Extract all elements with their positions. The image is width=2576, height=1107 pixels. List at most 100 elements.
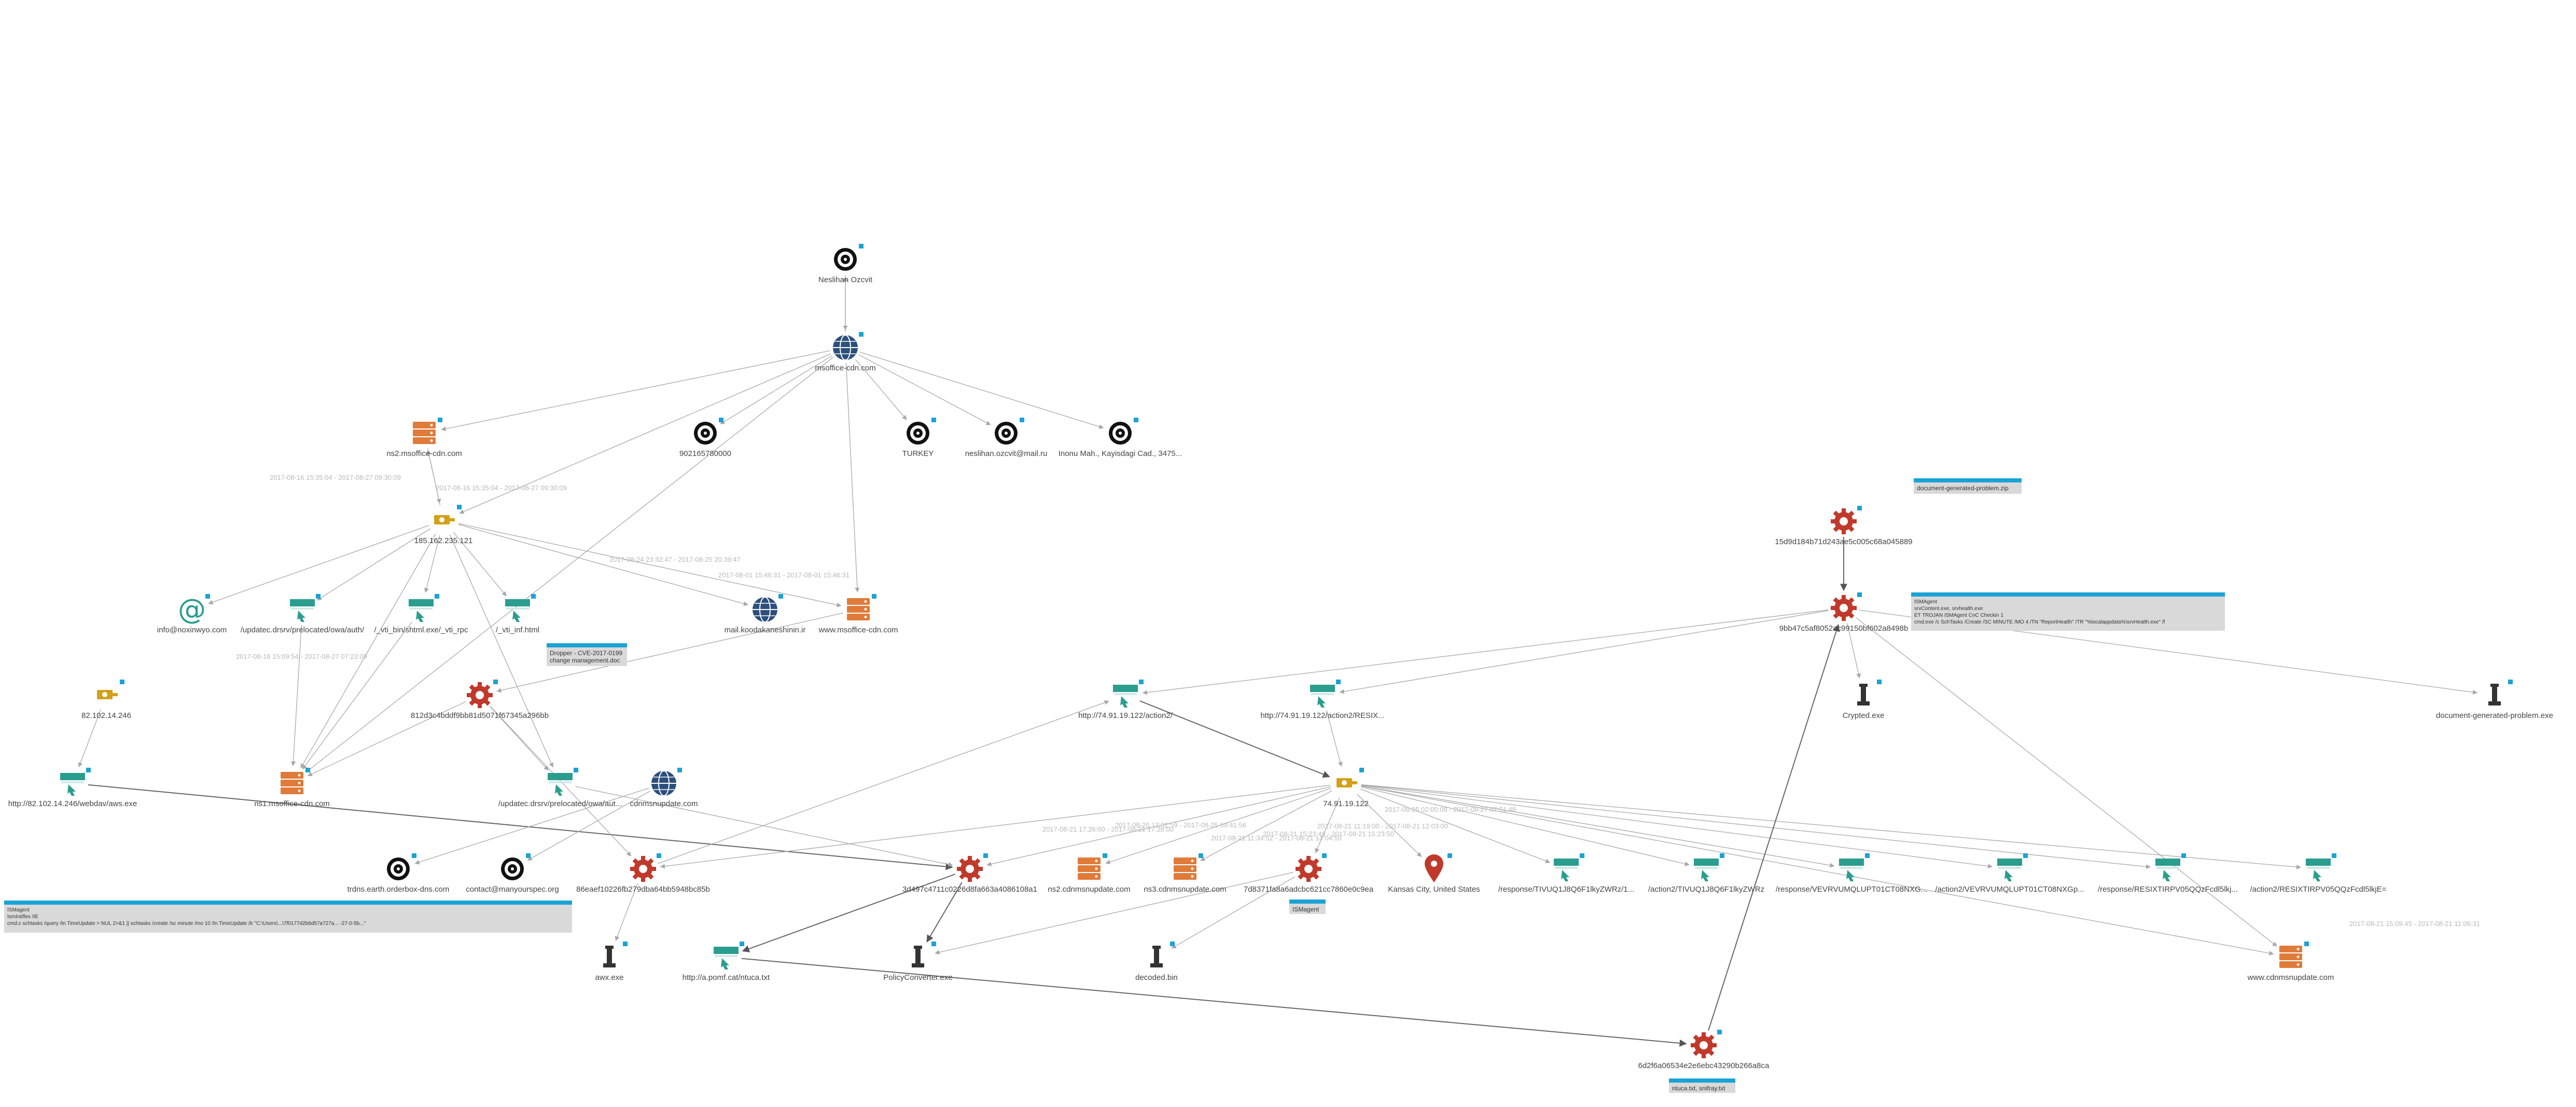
node-ns1[interactable]: ns1.msoffice-cdn.com [254, 768, 330, 808]
server-icon [1078, 853, 1107, 880]
node-ns2[interactable]: ns2.msoffice-cdn.com [386, 418, 462, 458]
node-ns2-cdnmsn[interactable]: ns2.cdnmsnupdate.com [1048, 853, 1131, 894]
server-icon [847, 594, 876, 620]
edge-label-e1: 2017-08-16 15:35:04 - 2017-08-27 09:30:0… [270, 474, 401, 481]
url-icon [1554, 853, 1584, 881]
edge-ip74-ns3_cdnmsn [1200, 790, 1332, 861]
node-resp1[interactable]: /response/TIVUQ1J8Q6F1lkyZWRz/1... [1498, 853, 1635, 894]
file-icon [603, 942, 628, 967]
node-label: Crypted.exe [1843, 711, 1885, 720]
node-address[interactable]: Inonu Mah., Kayisdagi Cad., 3475... [1059, 418, 1182, 458]
node-person[interactable]: Neslihan Ozcvit [818, 244, 873, 284]
edge-hash812-ns1 [307, 701, 466, 777]
edge-url_82-hash3d [88, 784, 953, 870]
edge-label-e8: 2017-08-20 17:31:59 - 2017-08-25 09:41:5… [1115, 821, 1246, 829]
node-url-updatec2[interactable]: /updatec.drsrv/prelocated/owa/aut... [498, 768, 622, 808]
file-icon [1857, 680, 1882, 705]
person-icon [907, 418, 936, 445]
node-trdns[interactable]: trdns.earth.orderbox-dns.com [347, 853, 450, 894]
node-url-action2[interactable]: http://74.91.19.122/action2/ [1078, 680, 1173, 720]
edge-msoffice-ns1 [305, 357, 833, 773]
node-hash7d8[interactable]: 7d8371fa8a6adcbc621cc7860e0c9ea [1244, 853, 1374, 894]
node-action2c[interactable]: /action2/RESIXTIRPV05QQzFcdl5lkjE= [2250, 853, 2387, 894]
node-msoffice[interactable]: msoffice-cdn.com [815, 332, 876, 372]
svg-text:@: @ [178, 593, 206, 626]
node-label: 185.162.235.121 [414, 536, 473, 545]
file-icon [912, 942, 936, 967]
person-icon [995, 418, 1024, 445]
person-icon [694, 418, 723, 445]
url-icon [1113, 680, 1144, 708]
edge-ip74-resp3 [1361, 784, 2151, 869]
node-email-mail-ru[interactable]: neslihan.ozcvit@mail.ru [965, 418, 1048, 458]
node-contact-org[interactable]: contact@manyourspec.org [466, 853, 559, 894]
edge-ip74-resp2 [1361, 785, 1835, 868]
node-url-action2-res[interactable]: http://74.91.19.122/action2/RESIX... [1260, 680, 1385, 720]
node-hash6d2[interactable]: 6d2f6a06534e2e6ebc43290b266a8ca [1638, 1030, 1770, 1070]
node-label: 86eaef10226fb279dba64bb5948bc85b [576, 885, 710, 894]
node-hash86[interactable]: 86eaef10226fb279dba64bb5948bc85b [576, 853, 710, 894]
edge-ip74-ns2_cdnmsn [1105, 787, 1331, 864]
edge-labels-layer: 2017-08-16 15:35:04 - 2017-08-27 09:30:0… [236, 474, 2480, 928]
edge-hash812-url_updatec2 [490, 706, 549, 771]
node-label: trdns.earth.orderbox-dns.com [347, 885, 450, 894]
node-www-cdnmsn[interactable]: www.cdnmsnupdate.com [2247, 942, 2334, 982]
node-ip185[interactable]: 185.162.235.121 [414, 505, 473, 545]
location-icon [1425, 853, 1452, 882]
node-hash9bb[interactable]: 9bb47c5af8052ac99150bf602a8498b [1779, 592, 1909, 633]
node-url-vti-bin[interactable]: /_vti_bin/shtml.exe/_vti_rpc [374, 594, 468, 634]
person-icon [501, 853, 531, 880]
ip-icon [97, 680, 124, 699]
node-resp2[interactable]: /response/VEVRVUMQLUPT01CT08NXG... [1776, 853, 1927, 894]
edge-ip185-url_ews [316, 528, 430, 601]
process-icon [957, 853, 988, 882]
edge-hash9bb-www_cdnmsn [1856, 617, 2277, 947]
node-label: PolicyConverter.exe [883, 973, 952, 982]
node-label: ns2.msoffice-cdn.com [386, 449, 462, 458]
node-awx[interactable]: awx.exe [595, 942, 628, 982]
edge-hash3d-url_pomf [742, 874, 956, 952]
node-crypted[interactable]: Crypted.exe [1843, 680, 1885, 720]
edge-ip74-action2c [1361, 784, 2302, 869]
node-url-ews[interactable]: /updatec.drsrv/prelocated/owa/auth/ [241, 594, 365, 634]
url-icon [1694, 853, 1724, 881]
nodes-layer: Neslihan Ozcvit msoffice-cdn.com ns2.msoff… [8, 244, 2553, 1070]
node-label: /_vti_bin/shtml.exe/_vti_rpc [374, 626, 468, 634]
node-action2a[interactable]: /action2/TIVUQ1J8Q6F1lkyZWRz [1648, 853, 1764, 894]
node-policy[interactable]: PolicyConverter.exe [883, 942, 953, 982]
node-doc-problem[interactable]: document-generated-problem.exe [2436, 680, 2553, 720]
node-phone[interactable]: 902165780000 [679, 418, 731, 458]
edge-msoffice-ns2 [441, 350, 830, 432]
node-info-email[interactable]: @info@noxinwyo.com [157, 593, 227, 634]
node-label: document-generated-problem.exe [2436, 711, 2553, 720]
edge-hash3d-policy [926, 882, 963, 943]
node-ip74[interactable]: 74.91.19.122 [1323, 768, 1369, 808]
node-decoded[interactable]: decoded.bin [1135, 942, 1178, 982]
node-action2b[interactable]: /action2/VEVRVUMQLUPT01CT08NXGp... [1935, 853, 2084, 894]
node-kansas[interactable]: Kansas City, United States [1388, 853, 1480, 894]
node-www-msoffice[interactable]: www.msoffice-cdn.com [818, 594, 898, 634]
node-label: Inonu Mah., Kayisdagi Cad., 3475... [1059, 449, 1182, 458]
url-icon [548, 768, 578, 796]
node-turkey[interactable]: TURKEY [902, 418, 936, 458]
edge-ip74-action2b [1361, 785, 1993, 869]
url-icon [290, 594, 321, 622]
node-mail-koodak[interactable]: mail.koodakaneshinin.ir [725, 594, 806, 634]
node-url-82[interactable]: http://82.102.14.246/webdav/aws.exe [8, 768, 137, 808]
file-icon [1150, 942, 1175, 967]
node-hash3d[interactable]: 3d497c4711c0226d8fa663a4086108a1 [902, 853, 1037, 894]
email-icon: @ [178, 593, 210, 626]
edge-label-e10: 2017-08-21 11:19:00 - 2017-08-21 12:03:0… [1317, 822, 1448, 830]
node-ip82[interactable]: 82.102.14.246 [81, 680, 131, 720]
node-url-pomf[interactable]: http://a.pomf.cat/ntuca.txt [683, 942, 770, 982]
node-label: 3d497c4711c0226d8fa663a4086108a1 [902, 885, 1037, 894]
note-ismagent-left: ISMagent IsmInitflex /IE cmd.c schtasks … [4, 901, 572, 933]
url-icon [60, 768, 91, 796]
node-url-vti-inf[interactable]: /_vti_inf.html [496, 594, 539, 634]
node-hash812[interactable]: 812d3c4bddf9bb81d5071f67345a296bb [411, 680, 549, 720]
node-resp3[interactable]: /response/RESIXTIRPV05QQzFcdl5lkj... [2098, 853, 2238, 894]
node-cdnmsnupdate[interactable]: cdnmsnupdate.com [630, 768, 698, 808]
node-hash15d[interactable]: 15d9d184b71d243ae5c005c68a045889 [1775, 506, 1913, 546]
node-ns3-cdnmsn[interactable]: ns3.cdnmsnupdate.com [1144, 853, 1227, 894]
node-label: /response/TIVUQ1J8Q6F1lkyZWRz/1... [1498, 885, 1635, 894]
